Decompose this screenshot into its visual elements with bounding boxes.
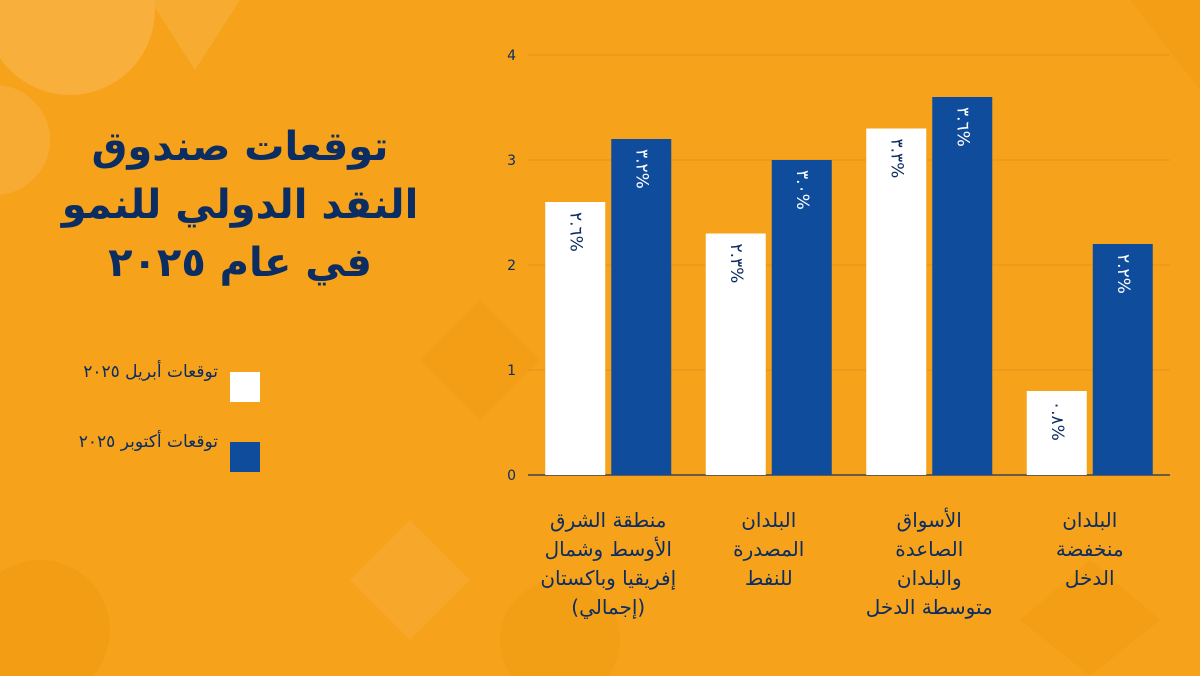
category-label: منخفضة — [1056, 537, 1124, 561]
bar-april — [866, 128, 927, 475]
legend-label-october: توقعات أكتوبر ٢٠٢٥ — [78, 432, 218, 452]
chart-title: توقعات صندوق النقد الدولي للنمو في عام ٢… — [61, 124, 419, 286]
bar-april — [1026, 391, 1087, 475]
legend-swatch-april — [230, 372, 260, 402]
legend-item-october: توقعات أكتوبر ٢٠٢٥ — [79, 432, 270, 492]
y-tick-label: 0 — [507, 468, 516, 484]
data-label: ٢.٣% — [726, 244, 746, 284]
category-label: منطقة الشرق — [550, 508, 666, 532]
data-label: ٢.٦% — [565, 212, 585, 252]
category-label: والبلدان — [897, 566, 962, 590]
legend-swatch-october — [230, 442, 260, 472]
category-label: المصدرة — [733, 537, 804, 561]
category-label: الصاعدة — [895, 537, 963, 561]
data-label: ٣.٠% — [792, 170, 812, 210]
legend-label-april: توقعات أبريل ٢٠٢٥ — [83, 362, 218, 382]
bar-october — [932, 97, 993, 475]
bar-october — [1092, 244, 1153, 475]
category-label: للنفط — [745, 566, 793, 590]
data-label: ٠.٨% — [1047, 401, 1067, 441]
data-label: ٣.٣% — [886, 139, 906, 179]
category-label: البلدان — [741, 508, 796, 532]
bar-october — [771, 160, 832, 475]
bar-october — [611, 139, 672, 475]
legend-item-april: توقعات أبريل ٢٠٢٥ — [83, 362, 270, 422]
category-label: الأسواق — [897, 508, 962, 532]
category-label: الدخل — [1065, 566, 1115, 590]
category-label: إفريقيا وباكستان — [540, 566, 676, 591]
category-label: البلدان — [1062, 508, 1117, 532]
y-tick-label: 1 — [507, 363, 516, 379]
y-tick-label: 3 — [507, 153, 516, 169]
data-label: ٢.٢% — [1113, 254, 1133, 294]
bar-april — [545, 202, 606, 475]
data-label: ٣.٢% — [631, 149, 651, 189]
data-label: ٣.٦% — [952, 107, 972, 147]
bar-april — [705, 233, 766, 475]
category-label: الأوسط وشمال — [545, 537, 672, 561]
category-label: (إجمالي) — [571, 595, 645, 620]
category-label: متوسطة الدخل — [866, 595, 993, 619]
y-tick-label: 2 — [507, 258, 516, 274]
y-tick-label: 4 — [507, 48, 516, 64]
